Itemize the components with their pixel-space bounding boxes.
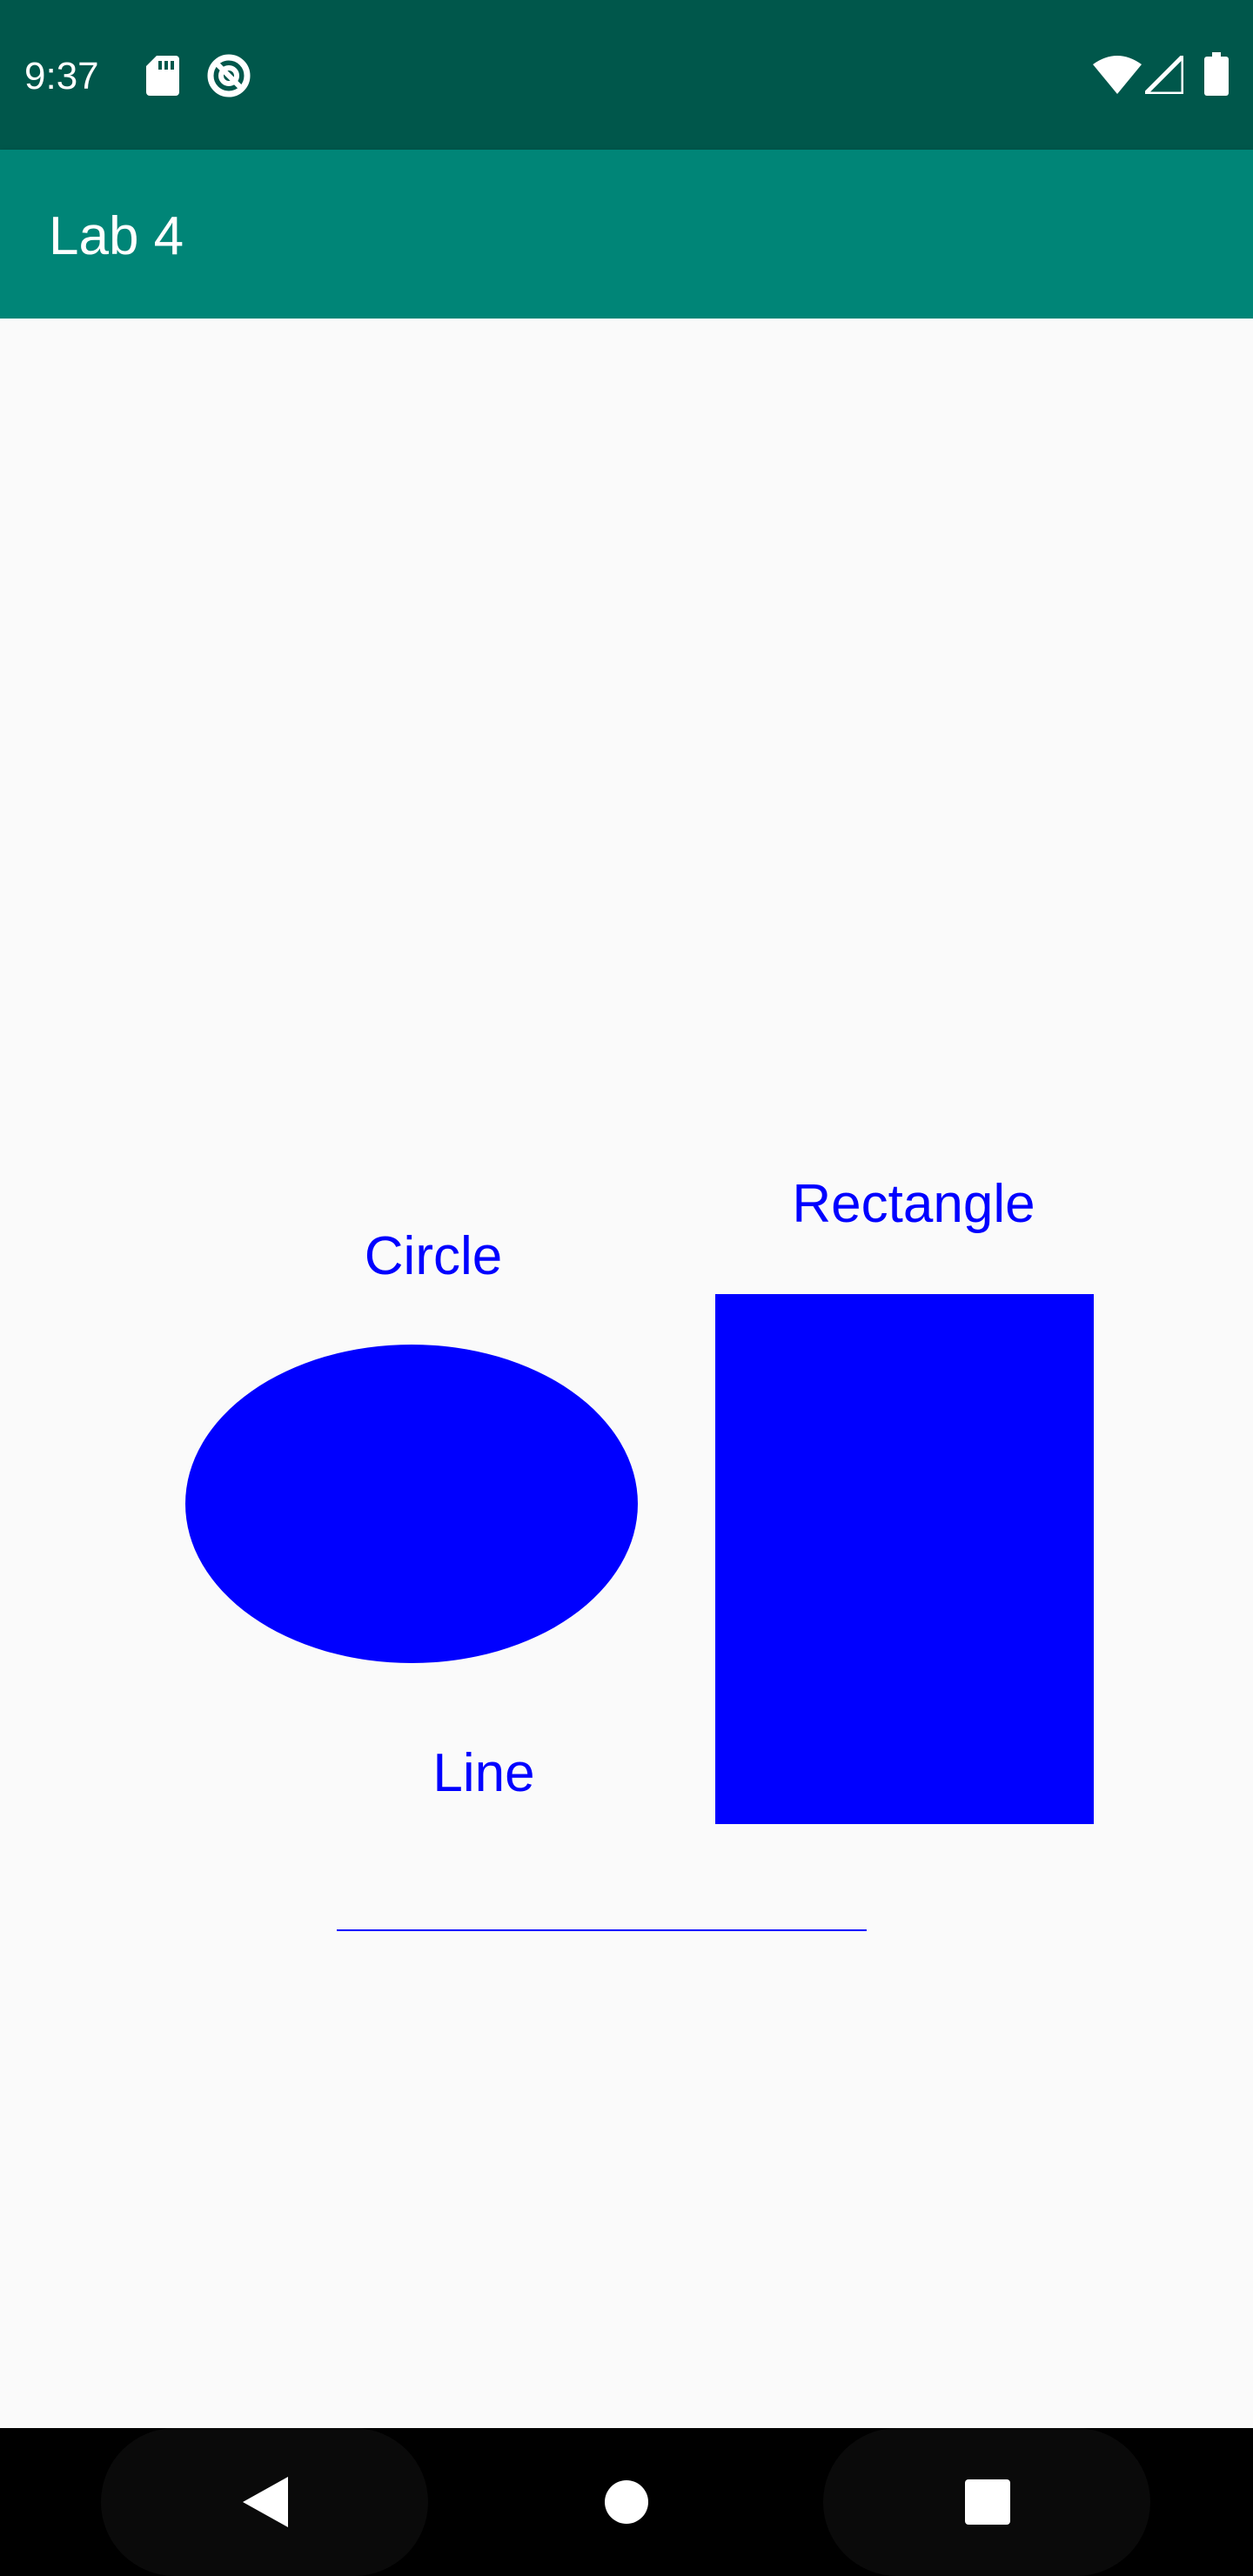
sd-card-icon — [146, 56, 179, 100]
home-button[interactable] — [579, 2428, 674, 2576]
circle-label: Circle — [365, 1226, 502, 1286]
status-bar: 9:37 — [0, 0, 1253, 150]
navigation-bar — [0, 2428, 1253, 2576]
rectangle-shape — [715, 1294, 1094, 1824]
recents-icon — [965, 2479, 1010, 2525]
rectangle-label: Rectangle — [792, 1174, 1035, 1234]
app-bar: Lab 4 — [0, 150, 1253, 319]
drawing-canvas: Circle Rectangle Line — [185, 1174, 1094, 1931]
recents-button[interactable] — [940, 2428, 1035, 2576]
canvas-view: Circle Rectangle Line — [0, 319, 1253, 2428]
battery-icon — [1204, 52, 1229, 100]
data-saver-icon — [205, 52, 252, 104]
circle-shape — [185, 1345, 638, 1663]
home-icon — [605, 2480, 648, 2524]
status-time: 9:37 — [24, 55, 99, 97]
back-button[interactable] — [218, 2428, 313, 2576]
app-title: Lab 4 — [49, 206, 184, 266]
line-label: Line — [432, 1743, 534, 1803]
back-icon — [243, 2477, 288, 2527]
wifi-icon — [1093, 56, 1142, 98]
cell-signal-icon — [1139, 50, 1186, 98]
